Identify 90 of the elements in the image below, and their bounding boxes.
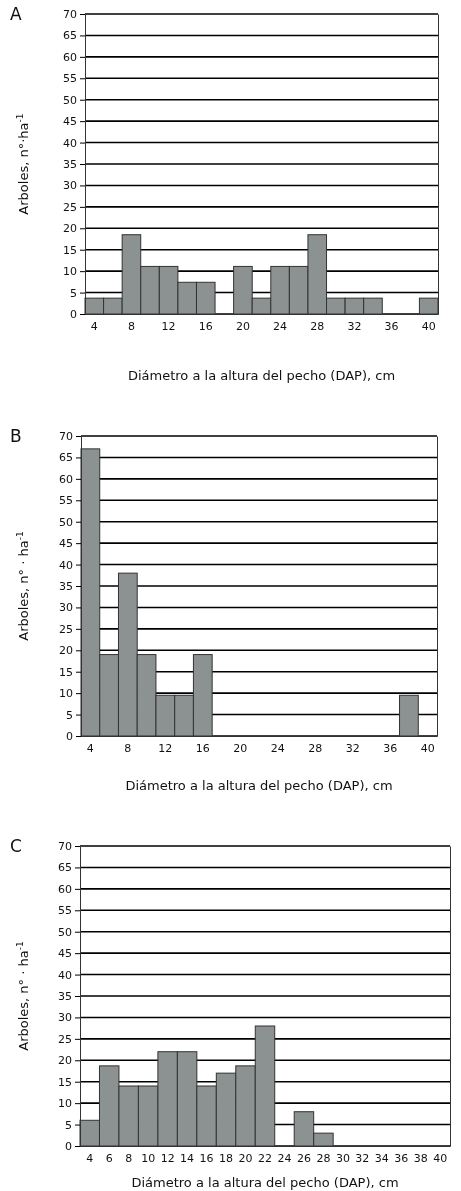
y-tick-label: 0 <box>66 730 73 744</box>
x-tick-label: 20 <box>235 320 250 334</box>
y-tick-label: 10 <box>59 687 73 701</box>
y-tick-label: 25 <box>59 622 73 636</box>
x-tick-label: 16 <box>199 1152 214 1166</box>
x-tick-label: 32 <box>345 742 360 756</box>
x-tick-label: 32 <box>347 320 362 334</box>
x-tick-label: 14 <box>180 1152 195 1166</box>
y-tick-label: 30 <box>63 179 77 193</box>
x-tick-label: 16 <box>195 742 210 756</box>
y-tick-label: 45 <box>63 115 77 129</box>
y-tick-label: 5 <box>65 1118 72 1132</box>
y-tick-label: 65 <box>58 861 72 875</box>
x-tick-label: 4 <box>90 320 98 334</box>
y-tick-label: 70 <box>63 8 77 22</box>
x-tick-label: 20 <box>238 1152 253 1166</box>
x-tick-label: 32 <box>355 1152 370 1166</box>
y-tick-label: 5 <box>70 286 77 300</box>
y-tick-label: 40 <box>58 968 72 982</box>
x-tick-label: 34 <box>374 1152 389 1166</box>
y-tick-label: 55 <box>63 72 77 86</box>
x-tick-label: 8 <box>127 320 135 334</box>
x-tick-label: 12 <box>161 320 176 334</box>
x-tick-label: 40 <box>433 1152 448 1166</box>
x-tick-label: 28 <box>310 320 325 334</box>
y-tick-label: 40 <box>63 136 77 150</box>
x-tick-label: 28 <box>316 1152 331 1166</box>
y-tick-label: 10 <box>63 265 77 279</box>
x-tick-label: 8 <box>125 1152 133 1166</box>
y-tick-label: 20 <box>63 222 77 236</box>
y-tick-label: 5 <box>66 708 73 722</box>
x-axis-title: Diámetro a la altura del pecho (DAP), cm <box>125 778 393 793</box>
x-tick-label: 18 <box>219 1152 234 1166</box>
x-tick-label: 28 <box>308 742 323 756</box>
x-tick-label: 4 <box>86 1152 94 1166</box>
y-tick-label: 20 <box>58 1054 72 1068</box>
y-tick-label: 60 <box>63 50 77 64</box>
chart-title: A <box>10 4 22 24</box>
x-tick-label: 36 <box>383 742 398 756</box>
y-tick-label: 15 <box>63 243 77 257</box>
chart-title: B <box>10 426 22 446</box>
y-tick-label: 50 <box>58 925 72 939</box>
y-tick-label: 50 <box>59 515 73 529</box>
y-tick-label: 55 <box>59 494 73 508</box>
y-tick-label: 40 <box>59 558 73 572</box>
y-tick-label: 65 <box>59 451 73 465</box>
x-axis-title: Diámetro a la altura del pecho (DAP), cm <box>127 368 396 383</box>
y-tick-label: 0 <box>70 308 77 322</box>
x-tick-label: 40 <box>421 320 436 334</box>
y-tick-label: 10 <box>58 1097 72 1111</box>
x-tick-label: 40 <box>420 742 435 756</box>
y-tick-label: 35 <box>58 990 72 1004</box>
y-tick-label: 20 <box>59 644 73 658</box>
x-tick-label: 20 <box>233 742 248 756</box>
x-tick-label: 8 <box>124 742 132 756</box>
x-tick-label: 10 <box>141 1152 156 1166</box>
y-tick-label: 45 <box>59 537 73 551</box>
x-tick-label: 38 <box>413 1152 428 1166</box>
x-tick-label: 4 <box>86 742 94 756</box>
y-tick-label: 70 <box>58 840 72 854</box>
y-tick-label: 55 <box>58 904 72 918</box>
y-tick-label: 60 <box>58 882 72 896</box>
x-tick-label: 24 <box>277 1152 292 1166</box>
y-tick-label: 25 <box>58 1032 72 1046</box>
y-tick-label: 35 <box>63 158 77 172</box>
y-tick-label: 60 <box>59 472 73 486</box>
x-tick-label: 12 <box>158 742 173 756</box>
x-tick-label: 6 <box>105 1152 113 1166</box>
x-tick-label: 24 <box>270 742 285 756</box>
y-tick-label: 65 <box>63 29 77 43</box>
x-tick-label: 30 <box>335 1152 350 1166</box>
x-tick-label: 36 <box>384 320 399 334</box>
y-tick-label: 45 <box>58 947 72 961</box>
x-tick-label: 24 <box>273 320 288 334</box>
y-tick-label: 35 <box>59 580 73 594</box>
x-tick-label: 36 <box>394 1152 409 1166</box>
y-tick-label: 25 <box>63 200 77 214</box>
chart-title: C <box>10 836 22 856</box>
x-tick-label: 26 <box>296 1152 311 1166</box>
y-tick-label: 50 <box>63 93 77 107</box>
y-tick-label: 30 <box>58 1011 72 1025</box>
y-tick-label: 30 <box>59 601 73 615</box>
x-axis-title: Diámetro a la altura del pecho (DAP), cm <box>131 1175 399 1190</box>
y-tick-label: 70 <box>59 430 73 444</box>
y-tick-label: 15 <box>58 1075 72 1089</box>
y-tick-label: 0 <box>65 1140 72 1154</box>
x-tick-label: 12 <box>160 1152 175 1166</box>
x-tick-label: 22 <box>258 1152 272 1166</box>
x-tick-label: 16 <box>198 320 213 334</box>
y-tick-label: 15 <box>59 665 73 679</box>
